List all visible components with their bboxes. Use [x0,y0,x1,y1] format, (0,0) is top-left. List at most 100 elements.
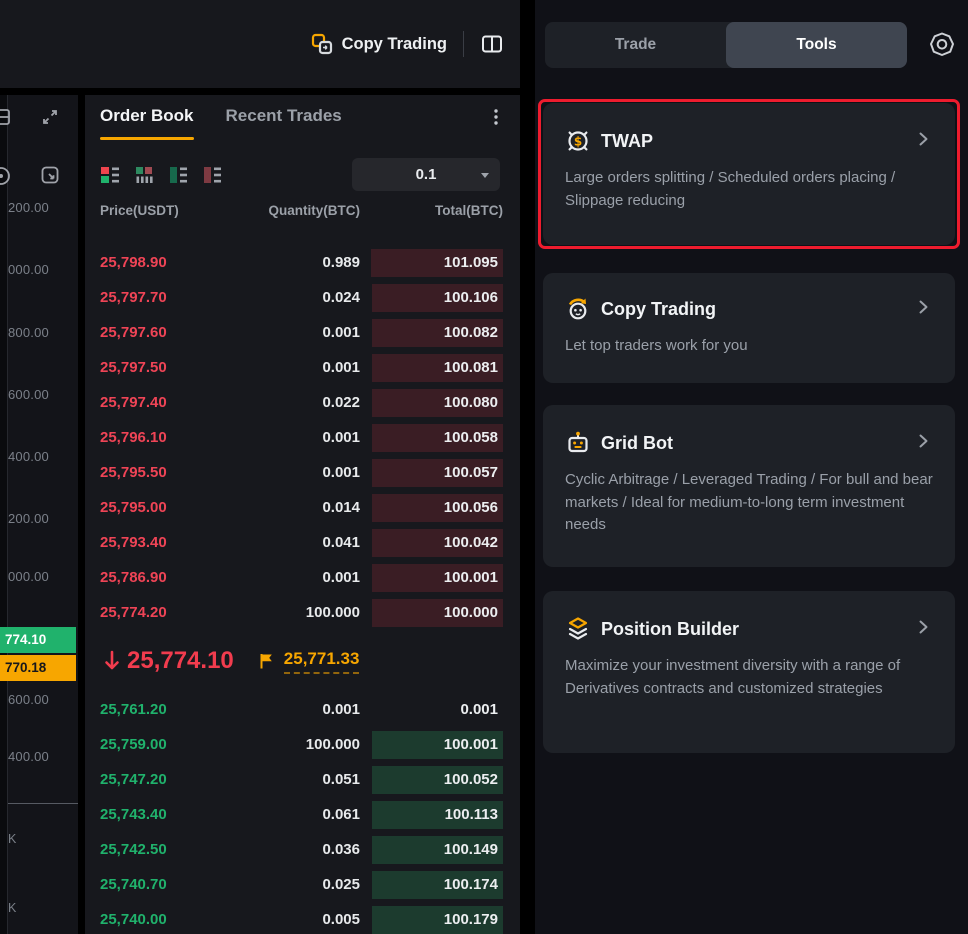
tool-card-grid-bot[interactable]: Grid Bot Cyclic Arbitrage / Leveraged Tr… [543,405,955,567]
price-cell: 25,740.70 [100,876,167,893]
mark-price-axis-badge: 770.18 [0,655,76,681]
bid-row[interactable]: 25,743.40 0.061 100.113 [85,797,520,832]
tool-card-twap[interactable]: $ TWAP Large orders splitting / Schedule… [543,103,955,245]
depth-bar [372,493,503,522]
topbar-divider [463,31,464,57]
panel-tab-switcher: Trade Tools [545,22,907,68]
depth-bar [372,563,503,592]
ask-row[interactable]: 25,797.50 0.001 100.081 [85,350,520,385]
total-value: 101.095 [443,253,498,271]
last-price-value: 25,774.10 [127,647,234,674]
column-price: Price(USDT) [100,203,179,218]
card-head: Grid Bot [565,430,933,456]
price-cell: 25,797.40 [100,394,167,411]
ask-row[interactable]: 25,798.90 0.989 101.095 [85,245,520,280]
chart-tool-partial-icon[interactable] [0,107,11,132]
ask-row[interactable]: 25,795.50 0.001 100.057 [85,455,520,490]
price-tag-partial-icon[interactable] [0,165,12,192]
total-value: 100.057 [443,463,498,481]
price-cell: 25,796.10 [100,429,167,446]
card-description: Large orders splitting / Scheduled order… [565,169,896,209]
card-head: Position Builder [565,616,933,642]
depth-bar [372,318,503,347]
total-value: 100.052 [443,770,498,788]
chevron-right-icon [913,297,933,322]
card-title: Copy Trading [601,298,717,319]
card-description: Let top traders work for you [565,337,748,354]
total-value: 100.080 [443,393,498,411]
ask-row[interactable]: 25,797.70 0.024 100.106 [85,280,520,315]
price-axis-label: 600.00 [8,387,49,402]
quantity-cell: 0.041 [322,534,360,551]
quantity-cell: 0.025 [322,876,360,893]
card-description: Maximize your investment diversity with … [565,657,901,697]
orderbook-mode-asks-only-icon[interactable] [202,165,222,185]
tab-recent-trades[interactable]: Recent Trades [225,106,342,125]
last-price[interactable]: 25,774.10 [101,647,234,675]
depth-bar [372,765,503,794]
copy-trading-button[interactable]: Copy Trading [311,33,447,55]
tab-trade[interactable]: Trade [614,36,657,53]
quantity-cell: 0.036 [322,841,360,858]
total-cell: 101.095 [371,248,503,277]
total-value: 100.179 [443,910,498,928]
mark-price-value: 25,771.33 [283,649,360,674]
bid-row[interactable]: 25,740.00 0.005 100.179 [85,902,520,934]
price-cell: 25,747.20 [100,771,167,788]
price-cell: 25,795.50 [100,464,167,481]
total-value: 100.001 [443,735,498,753]
quantity-cell: 0.024 [322,289,360,306]
chart-pane-divider[interactable] [8,803,78,804]
orderbook-mode-split-icon[interactable] [134,165,154,185]
quantity-cell: 0.014 [322,499,360,516]
column-total: Total(BTC) [435,203,503,218]
price-cell: 25,798.90 [100,254,167,271]
chevron-right-icon [913,431,933,456]
journal-book-icon[interactable] [480,32,504,56]
quantity-cell: 100.000 [305,604,360,621]
ask-row[interactable]: 25,774.20 100.000 100.000 [85,595,520,630]
bid-row[interactable]: 25,759.00 100.000 100.001 [85,727,520,762]
total-value: 100.174 [443,875,498,893]
ask-row[interactable]: 25,795.00 0.014 100.056 [85,490,520,525]
tool-card-copy-trading[interactable]: Copy Trading Let top traders work for yo… [543,273,955,383]
price-cell: 25,797.50 [100,359,167,376]
ask-row[interactable]: 25,797.40 0.022 100.080 [85,385,520,420]
price-cell: 25,740.00 [100,911,167,928]
ask-row[interactable]: 25,797.60 0.001 100.082 [85,315,520,350]
bid-row[interactable]: 25,740.70 0.025 100.174 [85,867,520,902]
screenshot-icon[interactable] [40,165,60,190]
depth-bar [372,388,503,417]
bid-row[interactable]: 25,742.50 0.036 100.149 [85,832,520,867]
mark-price[interactable]: 25,771.33 [258,649,360,674]
price-cell: 25,797.70 [100,289,167,306]
orderbook-mode-bids-only-icon[interactable] [168,165,188,185]
ask-row[interactable]: 25,786.90 0.001 100.001 [85,560,520,595]
tab-tools[interactable]: Tools [726,22,907,68]
bid-row[interactable]: 25,747.20 0.051 100.052 [85,762,520,797]
top-bar: Copy Trading [0,0,520,88]
orderbook-tabs: Order Book Recent Trades [100,106,342,140]
settings-icon[interactable] [928,31,956,64]
depth-bar [372,905,503,934]
ask-row[interactable]: 25,793.40 0.041 100.042 [85,525,520,560]
tool-card-position-builder[interactable]: Position Builder Maximize your investmen… [543,591,955,753]
orderbook-view-controls [100,158,222,191]
orderbook-mode-combined-icon[interactable] [100,165,120,185]
grid-bot-icon [565,430,591,456]
copy-trading-label: Copy Trading [341,34,447,53]
tab-order-book[interactable]: Order Book [100,106,194,140]
expand-icon[interactable] [40,107,60,132]
card-title: TWAP [601,130,653,151]
ask-row[interactable]: 25,796.10 0.001 100.058 [85,420,520,455]
total-value: 100.149 [443,840,498,858]
bid-row[interactable]: 25,761.20 0.001 0.001 [85,692,520,727]
bid-rows: 25,761.20 0.001 0.001 25,759.00 100.000 100.0… [85,692,520,934]
total-value: 100.113 [444,805,498,823]
precision-dropdown[interactable]: 0.1 [352,158,500,191]
price-cell: 25,742.50 [100,841,167,858]
more-options-icon[interactable] [488,107,504,132]
position-builder-icon [565,616,591,642]
chart-price-axis-strip: 200.00 000.00 800.00 600.00 400.00 200.00 000.… [0,95,78,934]
